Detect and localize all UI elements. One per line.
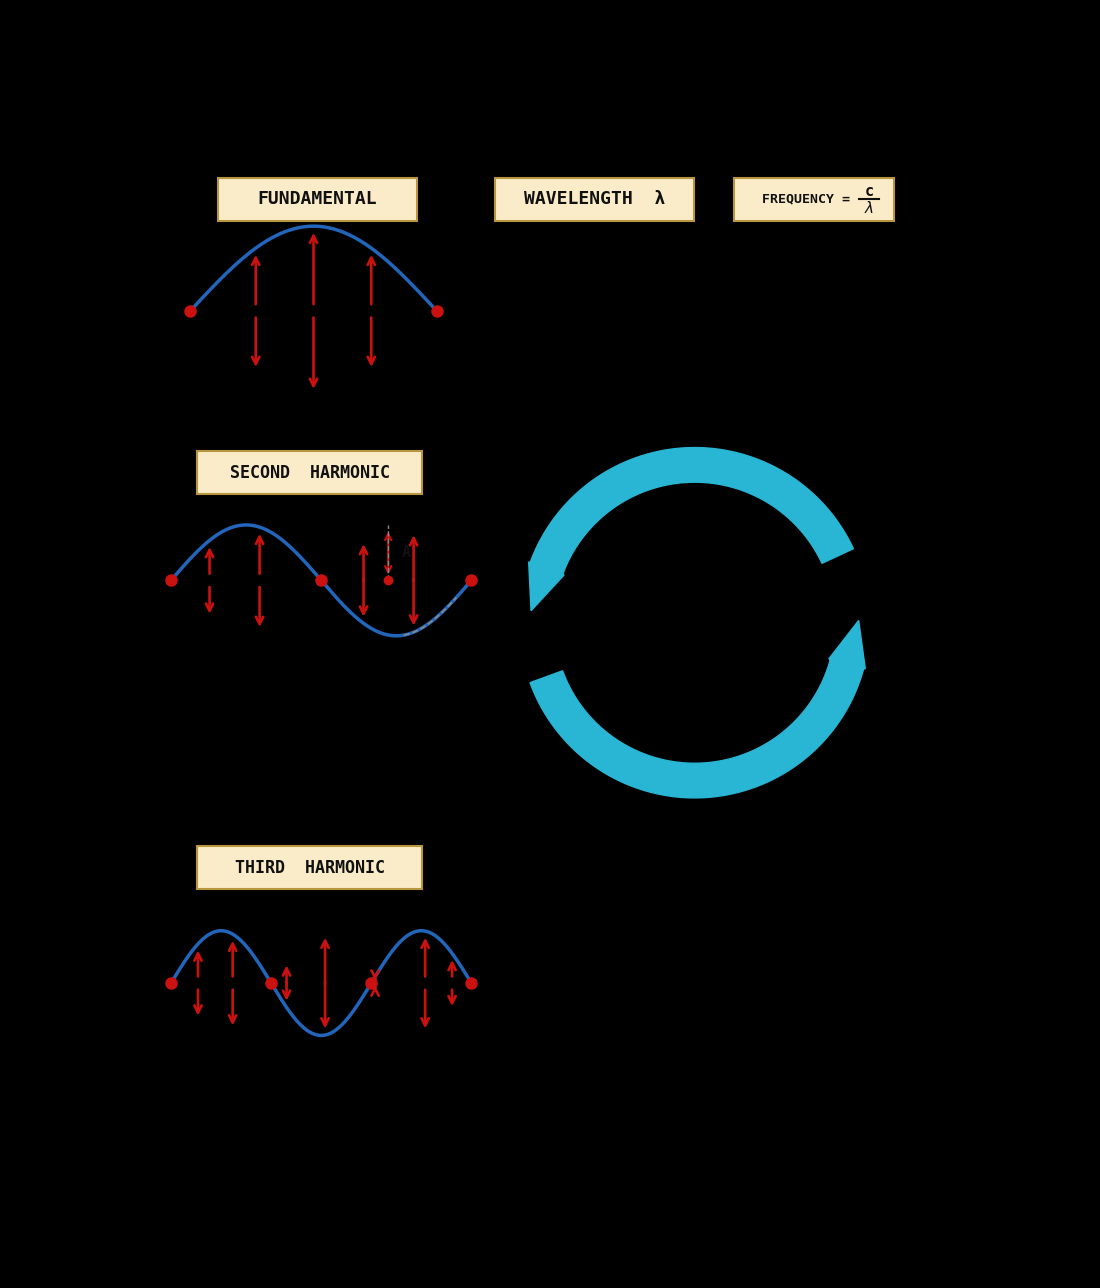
FancyBboxPatch shape <box>734 178 894 220</box>
FancyBboxPatch shape <box>218 178 417 220</box>
FancyBboxPatch shape <box>495 178 694 220</box>
Polygon shape <box>530 659 864 797</box>
Text: A: A <box>403 545 411 560</box>
Text: $\lambda$: $\lambda$ <box>865 201 874 216</box>
Polygon shape <box>829 621 866 676</box>
Text: SECOND  HARMONIC: SECOND HARMONIC <box>230 464 389 482</box>
FancyBboxPatch shape <box>197 451 422 495</box>
Text: FUNDAMENTAL: FUNDAMENTAL <box>257 191 377 209</box>
Text: WAVELENGTH  λ: WAVELENGTH λ <box>524 191 666 209</box>
FancyBboxPatch shape <box>197 846 422 889</box>
Polygon shape <box>530 447 854 574</box>
Text: THIRD  HARMONIC: THIRD HARMONIC <box>234 859 385 877</box>
Text: c: c <box>865 184 874 200</box>
Polygon shape <box>529 556 564 611</box>
Text: FREQUENCY =: FREQUENCY = <box>762 193 858 206</box>
